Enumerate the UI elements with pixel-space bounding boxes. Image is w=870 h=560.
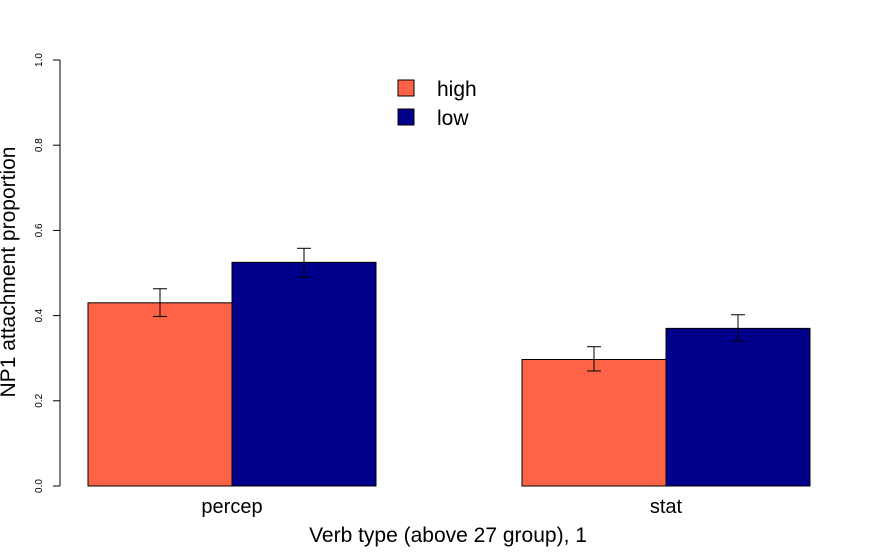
y-tick-label: 0.4 [34,308,45,322]
category-label-stat: stat [650,496,683,518]
category-label-percep: percep [201,496,262,518]
category-labels: percep stat [201,496,682,518]
y-axis-title: NP1 attachment proportion [0,147,20,398]
bar-high-stat [521,358,667,487]
legend-label-high: high [437,78,477,101]
bar-low-percep [231,261,377,487]
y-axis: 0.0 0.2 0.4 0.6 0.8 1.0 [34,53,61,493]
bars [87,261,811,487]
bar-high-percep [87,302,233,487]
y-tick-label: 0.6 [34,223,45,237]
legend-label-low: low [437,107,469,130]
legend-swatch-low [397,108,415,126]
legend-swatch-high [397,79,415,97]
y-ticks: 0.0 0.2 0.4 0.6 0.8 1.0 [34,53,60,493]
x-axis-title: Verb type (above 27 group), 1 [309,524,587,547]
legend: high low [397,78,477,130]
error-bars [153,247,745,372]
y-tick-label: 0.0 [34,479,45,493]
y-tick-label: 0.2 [34,393,45,407]
y-tick-label: 0.8 [34,138,45,152]
y-tick-label: 1.0 [34,53,45,67]
bar-low-stat [665,327,811,487]
